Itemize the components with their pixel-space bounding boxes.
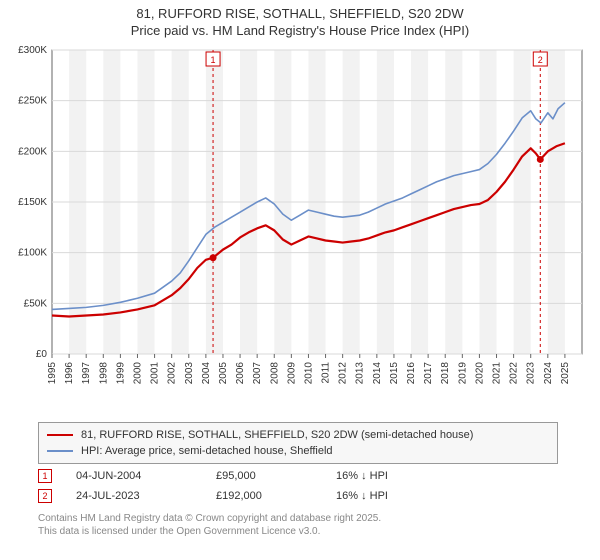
marker-price-2: £192,000: [216, 490, 336, 502]
chart-area: £0 £50K £100K £150K £200K £250K £300K 1995 1996 1…: [8, 44, 592, 414]
svg-text:2023: 2023: [526, 362, 537, 385]
svg-text:2025: 2025: [560, 362, 571, 385]
legend-swatch-1: [47, 434, 73, 436]
svg-text:2024: 2024: [543, 362, 554, 385]
svg-text:2018: 2018: [440, 362, 451, 385]
marker-badge-1: 1: [38, 469, 52, 483]
title-block: 81, RUFFORD RISE, SOTHALL, SHEFFIELD, S2…: [0, 0, 600, 40]
svg-text:£200K: £200K: [18, 146, 47, 157]
svg-text:£300K: £300K: [18, 45, 47, 56]
legend-row-2: HPI: Average price, semi-detached house,…: [47, 443, 549, 459]
legend-label-2: HPI: Average price, semi-detached house,…: [81, 445, 333, 457]
svg-text:£0: £0: [36, 349, 48, 360]
svg-text:2006: 2006: [235, 362, 246, 385]
legend-swatch-2: [47, 450, 73, 452]
footer: Contains HM Land Registry data © Crown c…: [38, 512, 568, 538]
svg-text:2000: 2000: [132, 362, 143, 385]
marker-delta-2: 16% ↓ HPI: [336, 490, 476, 502]
svg-text:2003: 2003: [184, 362, 195, 385]
svg-text:2004: 2004: [201, 362, 212, 385]
svg-text:2014: 2014: [372, 362, 383, 385]
svg-text:2001: 2001: [150, 362, 161, 385]
marker-date-2: 24-JUL-2023: [76, 490, 216, 502]
svg-text:£250K: £250K: [18, 96, 47, 107]
title-line-1: 81, RUFFORD RISE, SOTHALL, SHEFFIELD, S2…: [0, 6, 600, 23]
svg-text:2016: 2016: [406, 362, 417, 385]
chart-svg: £0 £50K £100K £150K £200K £250K £300K 1995 1996 1…: [8, 44, 592, 414]
marker-delta-1: 16% ↓ HPI: [336, 470, 476, 482]
svg-text:£150K: £150K: [18, 197, 47, 208]
svg-text:2008: 2008: [269, 362, 280, 385]
footer-line-2: This data is licensed under the Open Gov…: [38, 525, 568, 538]
svg-text:2005: 2005: [218, 362, 229, 385]
marker-date-1: 04-JUN-2004: [76, 470, 216, 482]
svg-text:2022: 2022: [509, 362, 520, 385]
svg-text:1997: 1997: [81, 362, 92, 385]
legend-row-1: 81, RUFFORD RISE, SOTHALL, SHEFFIELD, S2…: [47, 427, 549, 443]
svg-text:2009: 2009: [286, 362, 297, 385]
svg-text:2: 2: [538, 55, 543, 65]
svg-text:1996: 1996: [64, 362, 75, 385]
legend-label-1: 81, RUFFORD RISE, SOTHALL, SHEFFIELD, S2…: [81, 429, 473, 441]
svg-text:2017: 2017: [423, 362, 434, 385]
marker-row-2: 2 24-JUL-2023 £192,000 16% ↓ HPI: [38, 486, 558, 506]
svg-text:1995: 1995: [47, 362, 58, 385]
chart-container: 81, RUFFORD RISE, SOTHALL, SHEFFIELD, S2…: [0, 0, 600, 560]
svg-text:1: 1: [211, 55, 216, 65]
svg-text:2015: 2015: [389, 362, 400, 385]
marker-badge-2: 2: [38, 489, 52, 503]
svg-text:2013: 2013: [355, 362, 366, 385]
svg-text:2010: 2010: [303, 362, 314, 385]
svg-text:2011: 2011: [321, 362, 332, 384]
svg-text:2007: 2007: [252, 362, 263, 385]
legend: 81, RUFFORD RISE, SOTHALL, SHEFFIELD, S2…: [38, 422, 558, 464]
svg-text:2002: 2002: [167, 362, 178, 385]
svg-text:1998: 1998: [98, 362, 109, 385]
footer-line-1: Contains HM Land Registry data © Crown c…: [38, 512, 568, 525]
marker-price-1: £95,000: [216, 470, 336, 482]
svg-text:2021: 2021: [492, 362, 503, 385]
title-line-2: Price paid vs. HM Land Registry's House …: [0, 23, 600, 40]
svg-text:2012: 2012: [338, 362, 349, 385]
svg-text:£50K: £50K: [24, 298, 48, 309]
svg-text:£100K: £100K: [18, 248, 47, 259]
svg-text:2019: 2019: [457, 362, 468, 385]
svg-text:2020: 2020: [474, 362, 485, 385]
marker-table: 1 04-JUN-2004 £95,000 16% ↓ HPI 2 24-JUL…: [38, 466, 558, 506]
svg-text:1999: 1999: [115, 362, 126, 385]
marker-row-1: 1 04-JUN-2004 £95,000 16% ↓ HPI: [38, 466, 558, 486]
